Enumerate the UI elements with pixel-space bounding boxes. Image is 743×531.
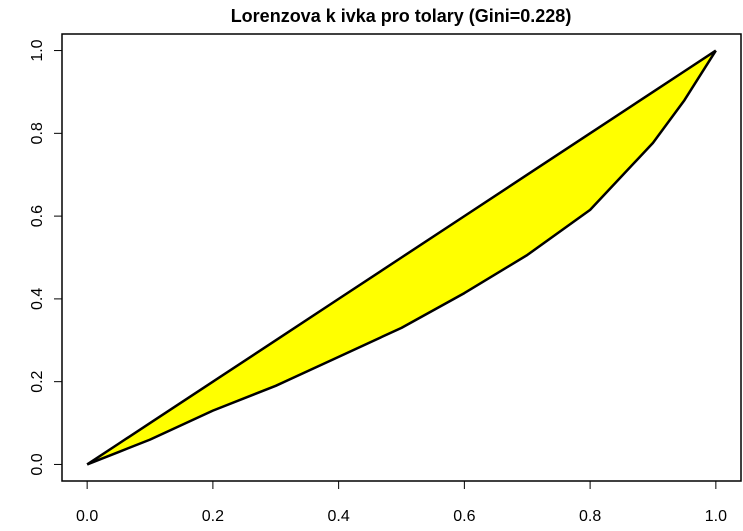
x-tick-label: 0.0: [76, 508, 98, 525]
x-tick-label: 0.6: [453, 508, 475, 525]
x-tick-label: 0.4: [328, 508, 350, 525]
y-tick-label: 0.6: [29, 205, 46, 227]
y-tick-label: 0.2: [29, 370, 46, 392]
x-tick-label: 1.0: [705, 508, 727, 525]
line: [86, 49, 717, 466]
y-tick-label: 1.0: [29, 39, 46, 61]
y-tick-label: 0.0: [29, 453, 46, 475]
y-tick-label: 0.4: [29, 288, 46, 310]
x-tick-label: 0.2: [202, 508, 224, 525]
x-tick-label: 0.8: [579, 508, 601, 525]
line: [86, 49, 717, 466]
chart-title: Lorenzova k ivka pro tolary (Gini=0.228): [231, 6, 572, 26]
y-tick-label: 0.8: [29, 122, 46, 144]
